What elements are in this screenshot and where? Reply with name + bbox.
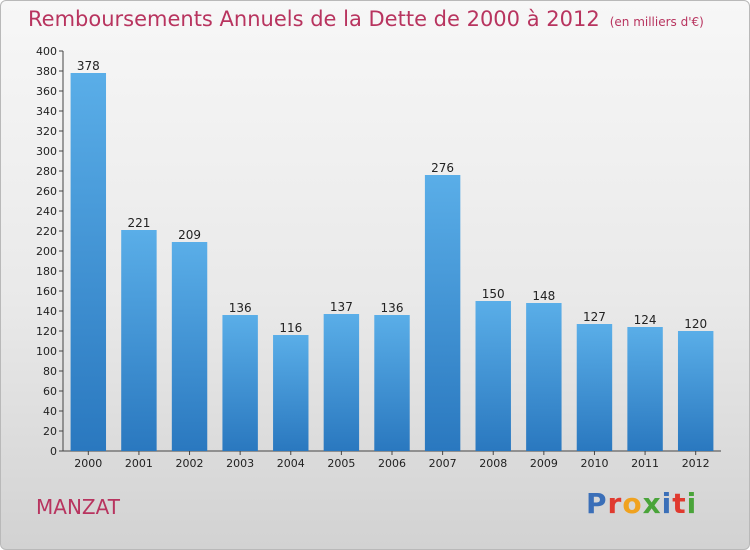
y-tick-label: 300 <box>36 145 57 158</box>
x-tick-label: 2011 <box>631 457 659 470</box>
logo-letter: x <box>642 487 662 520</box>
y-tick-label: 60 <box>43 385 57 398</box>
y-tick-label: 240 <box>36 205 57 218</box>
city-name: MANZAT <box>36 495 120 519</box>
x-tick-label: 2007 <box>429 457 457 470</box>
y-tick-label: 320 <box>36 125 57 138</box>
y-tick-label: 280 <box>36 165 57 178</box>
x-tick-label: 2008 <box>479 457 507 470</box>
bar <box>70 73 107 451</box>
chart-subtitle: (en milliers d'€) <box>609 15 704 29</box>
bar <box>475 301 511 451</box>
bar <box>627 327 663 451</box>
bar-value-label: 124 <box>634 313 657 327</box>
x-tick-label: 2006 <box>378 457 406 470</box>
bar <box>576 324 613 451</box>
x-tick-label: 2003 <box>226 457 254 470</box>
x-tick-label: 2001 <box>125 457 153 470</box>
bar <box>526 303 562 451</box>
bar-value-label: 276 <box>431 161 454 175</box>
y-tick-label: 400 <box>36 45 57 58</box>
bar <box>677 331 714 451</box>
y-tick-label: 200 <box>36 245 57 258</box>
bar-value-label: 221 <box>127 216 150 230</box>
bar <box>323 314 360 451</box>
bar-value-label: 116 <box>279 321 302 335</box>
bar-value-label: 209 <box>178 228 201 242</box>
bar-value-label: 148 <box>532 289 555 303</box>
x-tick-label: 2004 <box>277 457 305 470</box>
bar <box>374 315 410 451</box>
y-tick-label: 180 <box>36 265 57 278</box>
logo-letter: P <box>586 487 608 520</box>
bar-value-label: 120 <box>684 317 707 331</box>
bar-value-label: 150 <box>482 287 505 301</box>
y-tick-label: 260 <box>36 185 57 198</box>
logo-letter: t <box>672 487 687 520</box>
logo-letter: i <box>686 487 698 520</box>
x-tick-label: 2002 <box>176 457 204 470</box>
y-tick-label: 80 <box>43 365 57 378</box>
bar-value-label: 378 <box>77 59 100 73</box>
y-tick-label: 100 <box>36 345 57 358</box>
x-tick-label: 2012 <box>682 457 710 470</box>
y-tick-label: 380 <box>36 65 57 78</box>
x-tick-label: 2009 <box>530 457 558 470</box>
bar-value-label: 127 <box>583 310 606 324</box>
bar-value-label: 136 <box>381 301 404 315</box>
y-tick-label: 160 <box>36 285 57 298</box>
y-tick-label: 220 <box>36 225 57 238</box>
logo-letter: o <box>622 487 643 520</box>
y-tick-label: 40 <box>43 405 57 418</box>
y-tick-label: 360 <box>36 85 57 98</box>
bar <box>273 335 309 451</box>
bar <box>171 242 208 451</box>
x-tick-label: 2010 <box>580 457 608 470</box>
y-tick-label: 20 <box>43 425 57 438</box>
logo-letter: i <box>661 487 673 520</box>
bar <box>424 175 461 451</box>
x-tick-label: 2005 <box>327 457 355 470</box>
proxiti-logo: Proxiti <box>586 487 697 520</box>
x-tick-label: 2000 <box>74 457 102 470</box>
y-tick-label: 0 <box>50 445 57 458</box>
bar-value-label: 137 <box>330 300 353 314</box>
bar <box>121 230 157 451</box>
chart-title: Remboursements Annuels de la Dette de 20… <box>28 7 704 31</box>
y-tick-label: 120 <box>36 325 57 338</box>
y-tick-label: 140 <box>36 305 57 318</box>
bar <box>222 315 258 451</box>
logo-letter: r <box>607 487 623 520</box>
y-tick-label: 340 <box>36 105 57 118</box>
bar-value-label: 136 <box>229 301 252 315</box>
